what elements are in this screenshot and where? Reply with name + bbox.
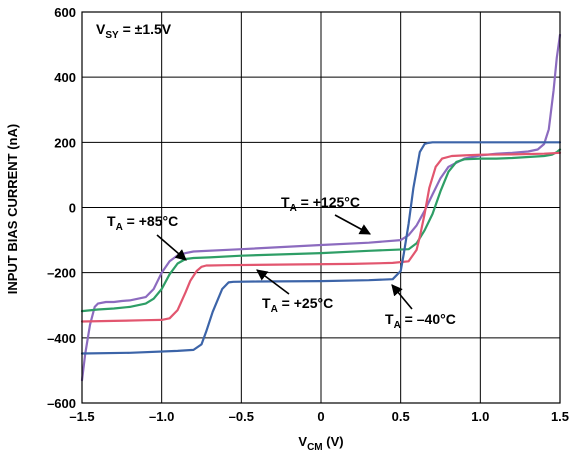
x-tick-label: 0.5: [392, 409, 410, 424]
x-tick-label: 1.5: [551, 409, 569, 424]
x-tick-label: 1.0: [471, 409, 489, 424]
series-line-minus40c: [80, 141, 562, 355]
supply-condition-main: V: [96, 21, 106, 37]
series-label-125c-rest: = +125°C: [297, 194, 360, 210]
x-tick-label: –1.5: [69, 409, 94, 424]
x-tick-label: 0: [317, 409, 324, 424]
series-label-125c-sub: A: [290, 203, 297, 214]
supply-condition-rest: = ±1.5V: [119, 21, 172, 37]
series-label-25c-sub: A: [271, 304, 278, 315]
arrow-minus40c: [391, 284, 413, 310]
y-tick-label: 0: [69, 201, 76, 216]
x-tick-label: –0.5: [229, 409, 254, 424]
x-tick-label: –1.0: [149, 409, 174, 424]
series-label-85c-main: T: [107, 213, 116, 229]
series-line-125c: [80, 33, 562, 382]
series-label-25c: TA = +25°C: [262, 295, 333, 315]
series-label-minus40c-rest: = –40°C: [401, 311, 456, 327]
series-label-125c: TA = +125°C: [281, 194, 360, 214]
series-line-85c: [80, 148, 562, 313]
series-label-125c-main: T: [281, 194, 290, 210]
arrow-25c: [256, 269, 290, 295]
x-axis-title-main: V: [298, 434, 307, 449]
supply-condition-sub: SY: [105, 30, 119, 41]
series-label-25c-rest: = +25°C: [278, 295, 333, 311]
y-axis-title: INPUT BIAS CURRENT (nA): [5, 124, 20, 294]
series-annotation-125c: TA = +125°C: [281, 194, 371, 235]
y-tick-label: 400: [54, 70, 76, 85]
x-axis-title: VCM (V): [298, 434, 343, 453]
series-line-25c: [80, 151, 562, 323]
y-tick-label: –400: [47, 331, 76, 346]
y-tick-label: –600: [47, 396, 76, 411]
y-tick-label: 600: [54, 5, 76, 20]
series-label-85c: TA = +85°C: [107, 213, 178, 233]
x-axis-title-unit: (V): [323, 434, 344, 449]
series-annotation-minus40c: TA = –40°C: [385, 284, 456, 331]
arrow-85c: [156, 234, 187, 261]
supply-condition-label: VSY = ±1.5V: [96, 21, 172, 41]
x-axis-title-sub: CM: [307, 442, 323, 453]
series-group: [80, 33, 562, 382]
tick-labels: –1.5 –1.0 –0.5 0 0.5 1.0 1.5 –600 –400 –200 0 200 40…: [47, 5, 569, 424]
arrow-125c: [334, 214, 371, 235]
series-label-minus40c-sub: A: [394, 320, 401, 331]
series-label-25c-main: T: [262, 295, 271, 311]
plot-frame: [81, 11, 561, 404]
y-tick-label: 200: [54, 135, 76, 150]
series-annotation-25c: TA = +25°C: [256, 269, 333, 315]
series-label-85c-sub: A: [116, 222, 123, 233]
series-label-minus40c-main: T: [385, 311, 394, 327]
y-tick-label: –200: [47, 266, 76, 281]
series-label-minus40c: TA = –40°C: [385, 311, 456, 331]
series-label-85c-rest: = +85°C: [123, 213, 178, 229]
series-annotation-85c: TA = +85°C: [107, 213, 187, 261]
